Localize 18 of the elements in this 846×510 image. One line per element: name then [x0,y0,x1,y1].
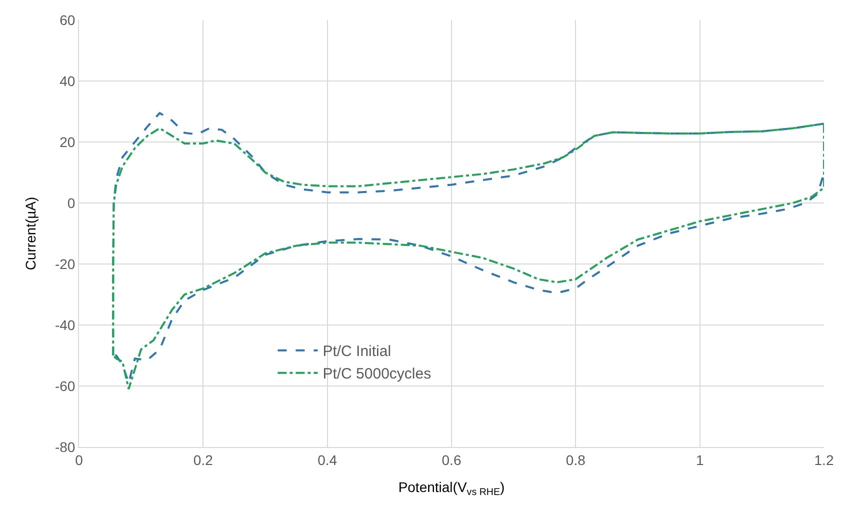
y-tick-label: -80 [54,438,76,455]
legend-label: Pt/C Initial [322,343,392,360]
y-tick-label: 60 [60,12,76,28]
x-tick-label: 0.6 [442,452,462,468]
legend-label: Pt/C 5000cycles [322,366,432,383]
x-tick-label: 0.8 [566,452,586,468]
x-tick-label: 0.2 [193,452,214,468]
y-tick-label: -20 [54,256,76,272]
y-tick-label: 20 [60,134,76,150]
y-tick-label: 40 [60,72,76,89]
y-tick-label: 0 [67,194,76,211]
x-tick-label: 0.4 [318,452,338,468]
x-tick-label: 1.2 [814,452,834,468]
x-axis-title: Potential(V$_{vs RHE}$) [398,479,505,498]
y-tick-label: -60 [54,378,76,394]
y-tick-label: -40 [54,316,76,333]
y-axis-title: Current(µA) [22,196,39,270]
x-tick-label: 1 [696,452,704,468]
